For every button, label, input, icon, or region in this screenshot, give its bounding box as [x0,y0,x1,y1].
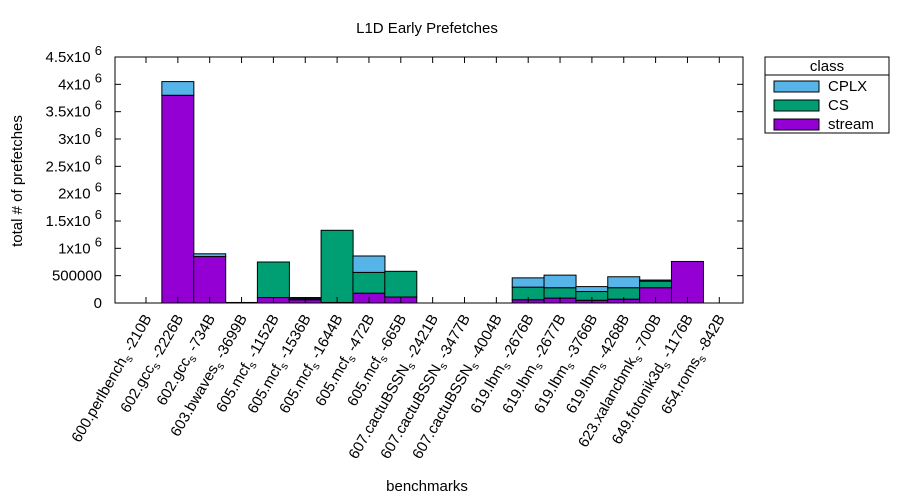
bar-cplx-12 [511,277,545,288]
bar-cplx-13 [543,274,577,289]
y-tick-label: 2x10 6 [58,180,102,203]
x-axis-label: benchmarks [386,478,468,495]
bars-layer [161,81,704,304]
bar-cplx-15 [607,276,641,289]
bar-cplx-1 [161,81,195,96]
bar-cplx-2 [193,253,227,258]
y-axis: 0 500000 1x10 6 1.5x10 6 2x10 6 2.5x10 6 3x10 … [46,43,743,312]
legend-swatch-cs [773,99,820,112]
y-axis-label: total # of prefetches [9,115,26,247]
y-tick-label: 1.5x10 6 [46,207,102,230]
bar-cs-7 [352,271,386,294]
legend-swatch-stream [773,118,820,131]
plot-frame [114,56,744,304]
legend: class CPLX CS stream [764,56,890,134]
y-tick-label: 3.5x10 6 [46,98,102,121]
legend-label-cs: CS [828,97,849,114]
bar-cs-13 [543,287,577,299]
y-tick-label: 4.5x10 6 [46,43,102,66]
bar-cplx-16 [639,279,673,282]
y-tick-label: 0 [94,295,102,312]
bar-stream-17 [670,260,704,304]
legend-swatch-cplx [773,80,820,93]
bar-cs-8 [384,270,418,298]
bar-cplx-14 [575,286,609,293]
legend-label-cplx: CPLX [828,78,867,95]
y-tick-label: 1x10 6 [58,234,102,257]
bar-cs-16 [639,280,673,289]
bar-stream-1 [161,94,195,304]
legend-title: class [810,58,844,75]
y-tick-label: 3x10 6 [58,125,102,148]
chart-title: L1D Early Prefetches [356,20,498,37]
bar-cs-6 [320,229,354,303]
y-tick-label: 500000 [52,268,102,285]
bar-cplx-7 [352,255,386,273]
y-tick-label: 2.5x10 6 [46,152,102,175]
bar-stream-2 [193,256,227,304]
legend-label-stream: stream [828,116,874,133]
bar-cs-4 [256,261,290,299]
y-tick-label: 4x10 6 [58,70,102,93]
